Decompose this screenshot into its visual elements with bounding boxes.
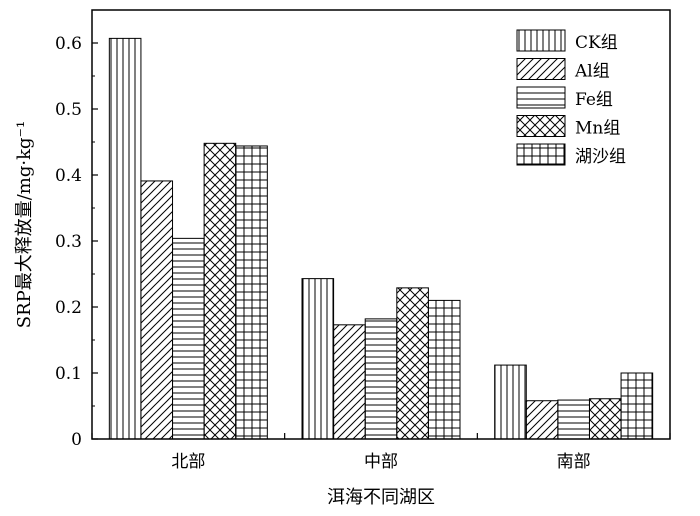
legend-label-4: 湖沙组 (575, 147, 626, 167)
bar-1-0 (301, 278, 335, 440)
legend-label-2: Fe组 (575, 90, 613, 110)
bar-1-4 (427, 299, 461, 440)
bar-1-3 (396, 287, 429, 440)
y-axis-title: SRP最大释放量/mg·kg⁻¹ (14, 121, 35, 329)
legend-label-0: CK组 (575, 33, 618, 53)
bar-0-1 (140, 180, 174, 440)
bar-1-1 (333, 324, 366, 440)
y-tick-label-1: 0.1 (55, 364, 82, 384)
bars-group (108, 37, 654, 440)
legend-swatch-1 (516, 58, 566, 80)
legend-label-3: Mn组 (575, 119, 620, 139)
y-tick-label-3: 0.3 (55, 232, 82, 252)
bar-0-4 (235, 145, 268, 440)
bar-2-3 (588, 398, 622, 440)
bar-1-2 (364, 318, 398, 440)
bar-0-2 (172, 237, 205, 440)
x-tick-label-0: 北部 (171, 452, 205, 472)
legend-swatch-2 (516, 86, 566, 109)
x-axis: 北部 中部 南部 (91, 433, 671, 472)
bar-2-1 (525, 400, 559, 440)
y-tick-label-5: 0.5 (55, 100, 82, 120)
bar-2-2 (557, 399, 590, 440)
legend-swatch-0 (516, 29, 566, 52)
legend-label-1: Al组 (574, 62, 610, 82)
y-tick-label-0: 0 (71, 430, 82, 450)
bar-2-0 (494, 364, 527, 440)
y-tick-label-4: 0.4 (55, 166, 82, 186)
y-axis: 0 0.1 0.2 0.3 0.4 0.5 0.6 (55, 34, 98, 450)
bar-2-4 (620, 372, 654, 440)
legend-swatch-4 (516, 143, 566, 166)
x-tick-label-2: 南部 (557, 452, 591, 472)
y-tick-label-2: 0.2 (55, 298, 82, 318)
x-tick-label-1: 中部 (364, 452, 398, 472)
x-axis-title: 洱海不同湖区 (327, 487, 435, 508)
legend-swatch-3 (516, 115, 566, 137)
y-tick-label-6: 0.6 (55, 34, 82, 54)
bar-0-0 (108, 37, 142, 440)
plot-frame (91, 9, 671, 440)
bar-0-3 (203, 142, 237, 440)
